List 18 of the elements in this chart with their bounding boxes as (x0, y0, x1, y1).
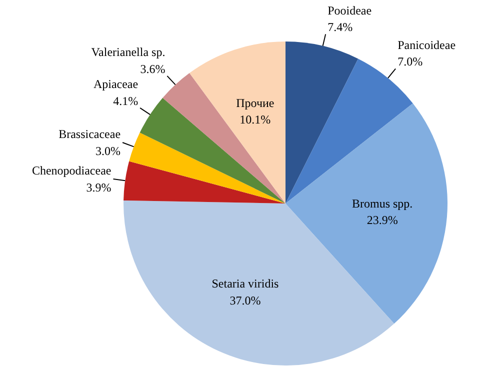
slice-label: Pooideae (328, 3, 372, 18)
data-label: 23.9% (366, 213, 398, 228)
slice-label: Прочие (236, 96, 274, 110)
data-label: 3.9% (86, 180, 112, 194)
data-label: 7.0% (398, 54, 423, 69)
data-label: 3.6% (140, 62, 166, 76)
slice-label: Valerianella sp. (91, 45, 166, 60)
data-label: 7.4% (328, 20, 353, 34)
slice-label: Setaria viridis (212, 276, 280, 291)
data-label: 10.1% (240, 112, 271, 127)
data-label: 3.0% (96, 144, 121, 158)
data-label: 4.1% (113, 94, 138, 108)
slice-label: Apiaceae (93, 77, 138, 92)
data-label: 37.0% (230, 293, 261, 308)
slice-label: Brassicaceae (58, 127, 121, 142)
slice-label: Chenopodiaceae (32, 164, 112, 178)
slice-label: Panicoideae (398, 38, 456, 52)
slice-label: Bromus spp. (352, 196, 413, 210)
